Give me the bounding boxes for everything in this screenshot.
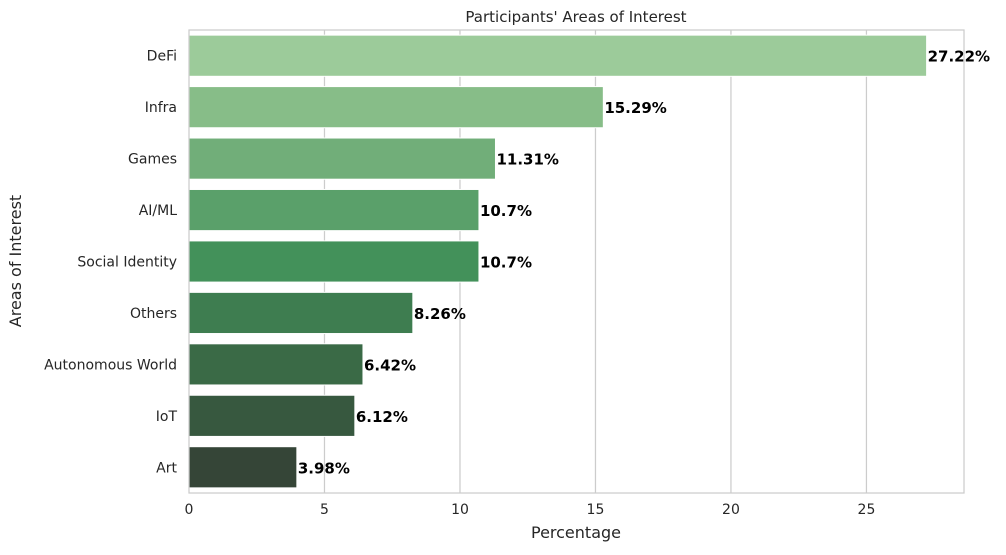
- data-label-others: 8.26%: [414, 305, 466, 323]
- x-tick-label-10: 10: [451, 502, 469, 518]
- data-label-games: 11.31%: [496, 151, 558, 169]
- bar-infra: [188, 86, 604, 129]
- x-tick-labels: 0 5 10 15 20 25: [185, 502, 876, 518]
- y-tick-label-social-identity: Social Identity: [77, 255, 177, 271]
- data-label-art: 3.98%: [298, 459, 350, 477]
- y-tick-label-defi: DeFi: [147, 49, 177, 65]
- data-label-defi: 27.22%: [928, 48, 990, 66]
- x-tick-label-5: 5: [320, 502, 329, 518]
- bar-ai-ml: [188, 188, 480, 232]
- data-labels: 27.22% 15.29% 11.31% 10.7% 10.7% 8.26% 6.42% 6.…: [298, 48, 990, 478]
- bar-social-identity: [188, 240, 480, 283]
- bar-art: [188, 446, 298, 489]
- y-tick-label-autonomous-world: Autonomous World: [44, 357, 177, 373]
- bar-games: [188, 137, 496, 180]
- y-axis-label: Areas of Interest: [6, 195, 25, 327]
- x-axis-label: Percentage: [531, 523, 621, 542]
- y-tick-label-ai-ml: AI/ML: [139, 203, 178, 219]
- bar-defi: [188, 34, 928, 77]
- data-label-infra: 15.29%: [604, 99, 666, 117]
- bars: [188, 34, 928, 489]
- data-label-iot: 6.12%: [356, 408, 408, 426]
- x-tick-label-0: 0: [185, 502, 194, 518]
- data-label-social-identity: 10.7%: [480, 254, 532, 272]
- chart-title: Participants' Areas of Interest: [465, 8, 686, 26]
- x-tick-label-15: 15: [587, 502, 605, 518]
- y-tick-label-iot: IoT: [156, 409, 178, 425]
- y-tick-labels: DeFi Infra Games AI/ML Social Identity Others…: [44, 49, 177, 477]
- bar-iot: [188, 394, 356, 437]
- bar-autonomous-world: [188, 343, 364, 386]
- x-tick-label-25: 25: [858, 502, 876, 518]
- data-label-ai-ml: 10.7%: [480, 202, 532, 220]
- y-tick-label-infra: Infra: [145, 100, 177, 116]
- x-tick-label-20: 20: [722, 502, 740, 518]
- bar-others: [188, 291, 414, 335]
- plot-frame: [188, 29, 965, 494]
- data-label-autonomous-world: 6.42%: [364, 356, 416, 374]
- y-tick-label-others: Others: [130, 306, 177, 322]
- y-tick-label-games: Games: [128, 152, 177, 168]
- y-tick-label-art: Art: [156, 460, 177, 476]
